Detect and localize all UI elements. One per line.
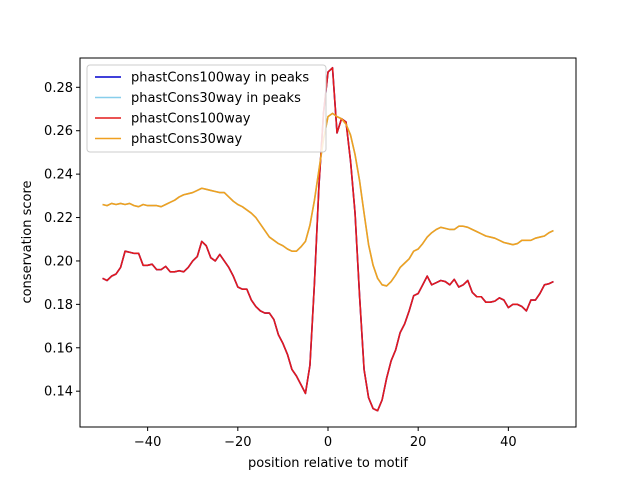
y-tick-label: 0.16: [44, 341, 73, 356]
legend-label-1: phastCons100way in peaks: [131, 71, 309, 86]
plot-frame: [79, 57, 577, 428]
y-tick-label: 0.26: [44, 124, 73, 139]
series-layer: [102, 66, 554, 412]
y-tick-label: 0.22: [44, 211, 73, 226]
y-tick-label: 0.28: [44, 81, 73, 96]
x-tick-label: 0: [324, 435, 332, 450]
legend-box: [86, 64, 327, 153]
y-tick-label: 0.18: [44, 298, 73, 313]
x-tick-label: −40: [134, 435, 161, 450]
legend-label-2: phastCons30way in peaks: [131, 91, 301, 106]
y-tick-label: 0.24: [44, 168, 73, 183]
series-line-3: [102, 66, 554, 412]
x-tick-label: 20: [410, 435, 427, 450]
y-tick-label: 0.20: [44, 254, 73, 269]
y-axis-ticks: 0.14 0.16 0.18 0.20 0.22 0.24 0.26 0.28: [44, 81, 80, 400]
legend: phastCons100way in peaks phastCons30way i…: [86, 64, 327, 153]
y-axis-label: conservation score: [20, 180, 35, 303]
legend-label-3: phastCons100way: [131, 112, 251, 127]
x-axis-ticks: −40 −20 0 20 40: [134, 427, 517, 450]
legend-label-4: phastCons30way: [131, 132, 243, 147]
x-axis-label: position relative to motif: [248, 456, 408, 471]
x-tick-label: −20: [224, 435, 251, 450]
y-tick-label: 0.14: [44, 385, 73, 400]
series-line-4: [102, 112, 554, 287]
x-tick-label: 40: [500, 435, 517, 450]
